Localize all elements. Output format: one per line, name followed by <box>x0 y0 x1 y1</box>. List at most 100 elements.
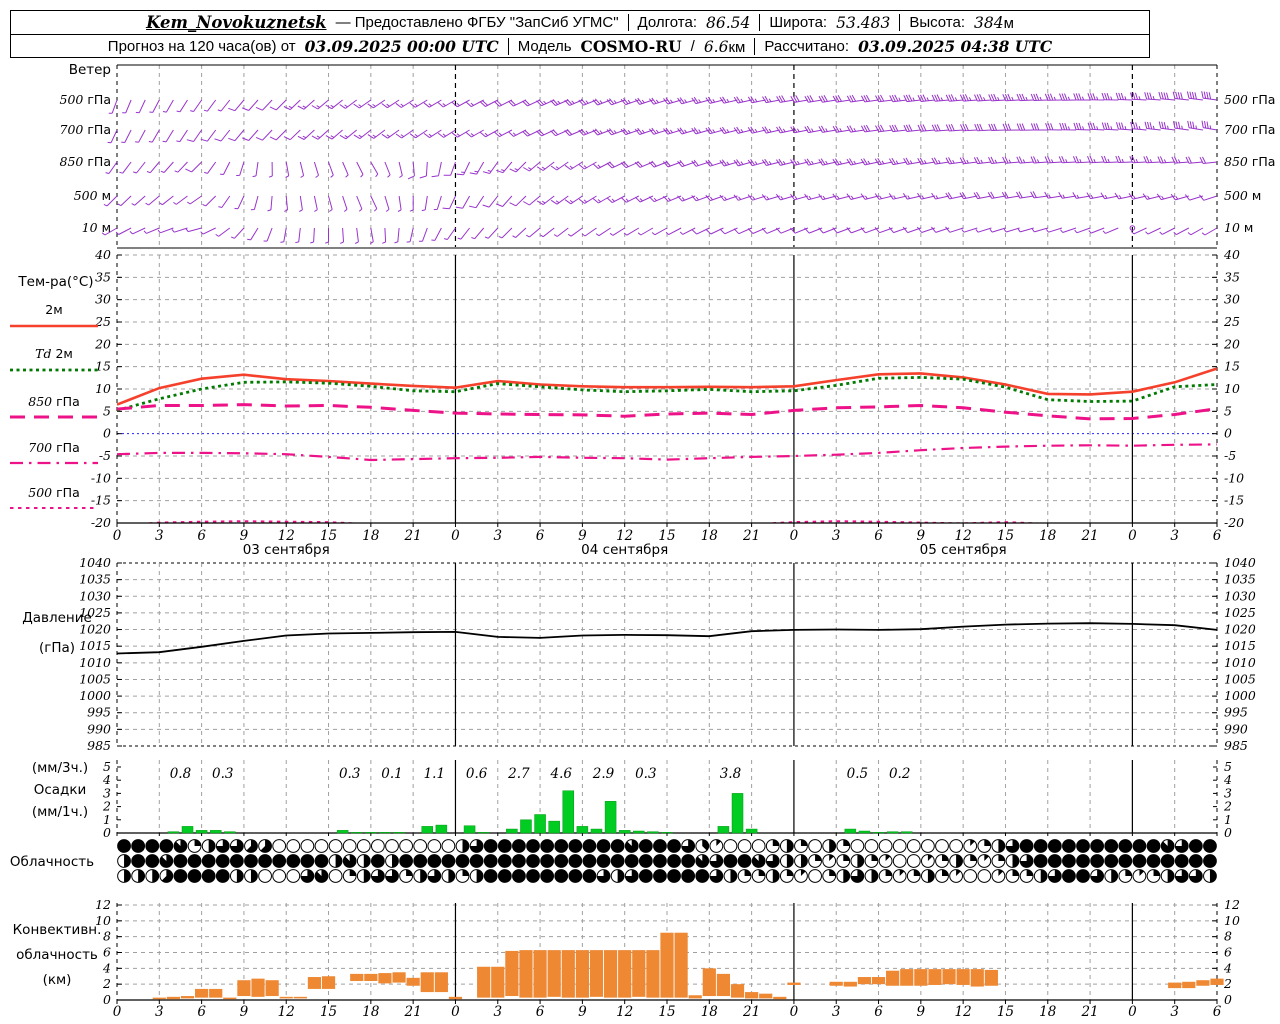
svg-text:985: 985 <box>87 738 111 753</box>
svg-text:500 гПа: 500 гПа <box>1224 92 1275 107</box>
x-axis-top: 0 3 6 9 12 15 18 21 0 3 6 9 12 15 18 21 0 3 6 9 12 15 18 21 0 3 6 0… <box>113 522 1222 558</box>
run-time: 03.09.2025 00:00 UTC <box>304 37 499 56</box>
x-axis-bottom: 0 3 6 9 12 15 18 21 0 3 6 9 12 15 18 21 0 3 6 9 12 15 18 21 0 3 6 <box>113 1000 1222 1020</box>
convective-bar <box>223 997 237 1000</box>
temp-series-Td 2м <box>117 375 1217 412</box>
svg-text:15: 15 <box>320 1004 337 1020</box>
svg-text:2м: 2м <box>45 302 62 317</box>
svg-text:1020: 1020 <box>79 622 111 637</box>
svg-text:6: 6 <box>1213 528 1222 544</box>
precip-bar <box>365 832 377 834</box>
svg-text:1015: 1015 <box>1224 638 1256 653</box>
cloud-cover-panel: Облачность <box>10 839 1217 883</box>
svg-text:12: 12 <box>278 528 295 544</box>
convective-bar <box>307 977 322 989</box>
svg-text:5: 5 <box>1224 759 1232 774</box>
svg-text:9: 9 <box>578 528 587 544</box>
svg-text:5: 5 <box>103 403 111 418</box>
svg-text:995: 995 <box>87 705 111 720</box>
svg-text:18: 18 <box>362 1004 380 1020</box>
svg-text:18: 18 <box>1039 528 1057 544</box>
convective-bar <box>350 973 364 981</box>
svg-text:0: 0 <box>103 426 111 441</box>
svg-text:2: 2 <box>1223 799 1232 814</box>
latitude-value: 53.483 <box>836 13 891 32</box>
svg-text:12: 12 <box>955 1004 972 1020</box>
convective-bar <box>279 996 293 999</box>
svg-text:0: 0 <box>103 992 111 1007</box>
temp-series-700 гПа <box>117 443 1217 462</box>
svg-text:21: 21 <box>404 528 422 544</box>
convective-bar <box>209 988 223 998</box>
svg-text:12: 12 <box>955 528 972 544</box>
convective-bar <box>829 981 843 986</box>
forecast-prefix: Прогноз на 120 часа(ов) от <box>107 38 296 55</box>
precip-bar <box>195 830 208 834</box>
svg-text:500 гПа: 500 гПа <box>60 92 111 107</box>
convective-bar <box>1196 980 1210 986</box>
svg-text:1010: 1010 <box>1224 655 1256 670</box>
separator-bar <box>507 38 509 55</box>
convective-bar <box>900 969 914 986</box>
svg-text:500 м: 500 м <box>74 188 111 203</box>
svg-text:0: 0 <box>1224 825 1232 840</box>
svg-text:4: 4 <box>1223 772 1232 787</box>
svg-text:3.8: 3.8 <box>720 766 742 782</box>
svg-text:10: 10 <box>95 381 111 396</box>
svg-text:8: 8 <box>1224 929 1232 944</box>
svg-text:0: 0 <box>1224 992 1232 1007</box>
precip-bar <box>167 831 180 834</box>
precip-bar <box>618 830 631 834</box>
svg-text:1.1: 1.1 <box>424 766 445 782</box>
svg-text:21: 21 <box>742 1004 760 1020</box>
precip-bar <box>576 826 589 834</box>
svg-text:5: 5 <box>103 759 111 774</box>
svg-text:9: 9 <box>240 528 249 544</box>
calc-label: Рассчитано: <box>764 38 850 55</box>
temp-series-2м <box>117 367 1217 406</box>
svg-text:0: 0 <box>113 528 122 544</box>
convective-bar <box>575 950 589 998</box>
precip-bar <box>520 819 532 834</box>
svg-text:03 сентября: 03 сентября <box>243 542 330 558</box>
convective-bar <box>420 972 434 993</box>
svg-text:40: 40 <box>94 247 111 262</box>
svg-text:4: 4 <box>102 772 111 787</box>
svg-text:25: 25 <box>1223 314 1240 329</box>
convective-bar <box>632 950 646 997</box>
svg-text:10: 10 <box>95 913 111 928</box>
svg-text:3: 3 <box>493 528 502 544</box>
precip-bar <box>393 832 405 834</box>
svg-text:6: 6 <box>536 528 545 544</box>
convective-bar <box>886 970 900 986</box>
svg-text:12: 12 <box>1224 897 1240 912</box>
svg-text:Тем-ра(°C): Тем-ра(°C) <box>17 274 93 290</box>
svg-text:Давление: Давление <box>22 610 92 626</box>
model-separator: / <box>690 38 695 55</box>
convective-bar <box>603 950 618 998</box>
model-resolution: 6.6 <box>703 37 729 56</box>
convective-bar <box>505 950 519 997</box>
svg-text:Конвективн.: Конвективн. <box>13 922 102 938</box>
svg-text:15: 15 <box>997 1004 1014 1020</box>
svg-text:25: 25 <box>94 314 111 329</box>
svg-text:1000: 1000 <box>79 688 111 703</box>
svg-text:0.6: 0.6 <box>466 766 488 782</box>
svg-text:(гПа): (гПа) <box>39 640 75 656</box>
svg-text:3: 3 <box>155 1004 164 1020</box>
convective-bar <box>928 969 942 985</box>
svg-text:0.1: 0.1 <box>381 766 402 782</box>
svg-text:-15: -15 <box>91 493 111 508</box>
svg-text:Осадки: Осадки <box>34 782 87 798</box>
convective-bar <box>1168 982 1182 989</box>
precip-bar <box>209 830 222 834</box>
svg-text:9: 9 <box>917 1004 926 1020</box>
convective-bar <box>364 973 378 981</box>
header-box: Kem_Novokuznetsk — Предоставлено ФГБУ "З… <box>10 10 1150 58</box>
svg-text:1: 1 <box>103 812 111 827</box>
convective-bar <box>448 996 463 1000</box>
separator-bar <box>759 14 761 31</box>
precip-bar <box>336 830 349 834</box>
station-name: Kem_Novokuznetsk <box>146 13 327 32</box>
